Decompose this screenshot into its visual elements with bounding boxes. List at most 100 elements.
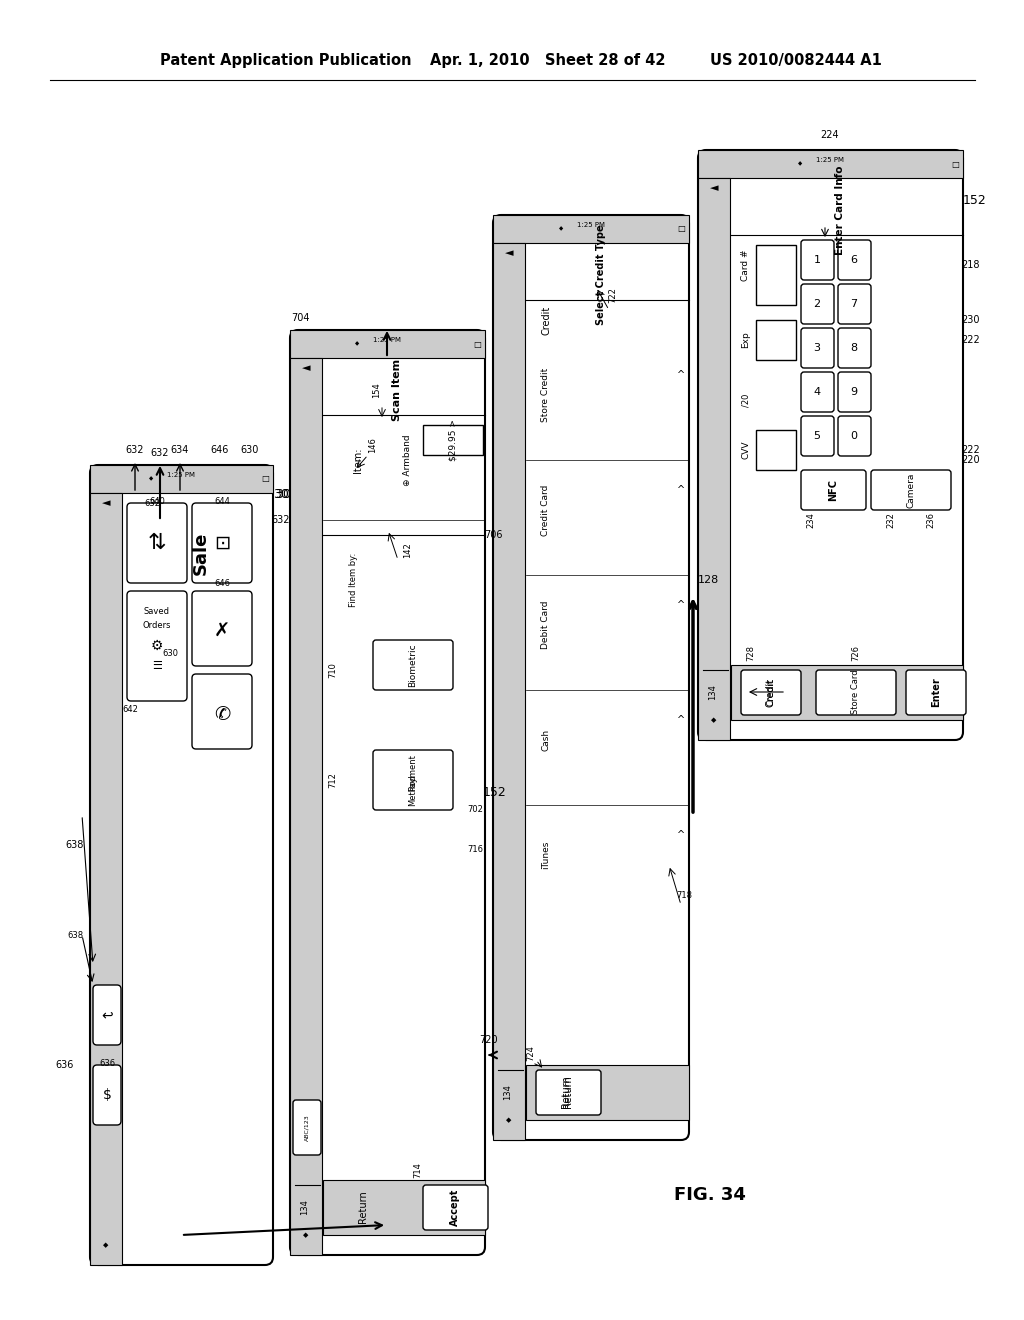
Text: ^: ^ <box>677 370 685 380</box>
FancyBboxPatch shape <box>906 671 966 715</box>
Text: □: □ <box>261 474 269 483</box>
Text: 230: 230 <box>962 315 980 325</box>
Text: ^: ^ <box>677 715 685 725</box>
FancyBboxPatch shape <box>373 750 453 810</box>
Text: ^: ^ <box>677 601 685 610</box>
Text: ⚙: ⚙ <box>151 639 163 653</box>
Text: 716: 716 <box>467 846 483 854</box>
Text: 146: 146 <box>369 437 378 453</box>
Text: □: □ <box>677 224 685 234</box>
Text: 224: 224 <box>820 129 840 140</box>
FancyBboxPatch shape <box>423 1185 488 1230</box>
Text: 232: 232 <box>887 512 896 528</box>
Text: 7: 7 <box>851 300 857 309</box>
Text: 634: 634 <box>171 445 189 455</box>
Text: 128: 128 <box>697 576 719 585</box>
Bar <box>323 1180 485 1236</box>
Text: ◄: ◄ <box>101 498 111 508</box>
Text: 222: 222 <box>962 445 980 455</box>
Text: 722: 722 <box>608 286 617 302</box>
Text: ◆: ◆ <box>148 477 154 482</box>
Text: 5: 5 <box>813 432 820 441</box>
Text: ◆: ◆ <box>303 1232 308 1238</box>
Text: 30: 30 <box>273 488 289 502</box>
Text: Patent Application Publication: Patent Application Publication <box>160 53 412 67</box>
Bar <box>756 246 796 305</box>
Text: 638: 638 <box>67 931 83 940</box>
Text: 640: 640 <box>150 496 165 506</box>
FancyBboxPatch shape <box>801 470 866 510</box>
Text: Credit Card: Credit Card <box>542 484 551 536</box>
Text: ☰: ☰ <box>152 661 162 671</box>
FancyBboxPatch shape <box>93 985 121 1045</box>
FancyBboxPatch shape <box>290 330 485 1255</box>
Text: Credit: Credit <box>767 678 775 706</box>
Text: ◆: ◆ <box>798 161 802 166</box>
FancyBboxPatch shape <box>741 671 801 715</box>
Text: 234: 234 <box>807 512 815 528</box>
Text: ◄: ◄ <box>505 248 513 257</box>
Text: Card #: Card # <box>741 249 751 281</box>
Bar <box>526 1065 689 1119</box>
Text: Find Item by:: Find Item by: <box>348 553 357 607</box>
Text: 638: 638 <box>66 840 84 850</box>
Text: ^: ^ <box>677 830 685 840</box>
Text: Return: Return <box>358 1191 368 1224</box>
FancyBboxPatch shape <box>801 327 834 368</box>
Bar <box>290 358 322 1255</box>
Text: Credit: Credit <box>766 677 776 706</box>
Text: NFC: NFC <box>828 479 838 502</box>
FancyBboxPatch shape <box>536 1071 601 1115</box>
Text: Enter Card Info: Enter Card Info <box>835 165 845 255</box>
Text: ^: ^ <box>677 484 685 495</box>
Text: Return: Return <box>561 1076 571 1109</box>
Text: /20: /20 <box>741 393 751 407</box>
Text: US 2010/0082444 A1: US 2010/0082444 A1 <box>710 53 882 67</box>
Text: 644: 644 <box>214 496 230 506</box>
Text: ◆: ◆ <box>506 1117 512 1123</box>
Text: 1:25 PM: 1:25 PM <box>373 337 401 343</box>
FancyBboxPatch shape <box>293 1100 321 1155</box>
FancyBboxPatch shape <box>871 470 951 510</box>
Text: 6: 6 <box>851 255 857 265</box>
FancyBboxPatch shape <box>816 671 896 715</box>
Text: Credit: Credit <box>541 305 551 335</box>
Text: ⊡: ⊡ <box>214 533 230 553</box>
FancyBboxPatch shape <box>838 284 871 323</box>
Text: Return: Return <box>563 1076 573 1109</box>
FancyBboxPatch shape <box>801 372 834 412</box>
Bar <box>290 330 485 358</box>
Text: 9: 9 <box>851 387 857 397</box>
Text: ◆: ◆ <box>712 717 717 723</box>
Text: $29.95 >: $29.95 > <box>449 418 458 461</box>
Text: $: $ <box>102 1088 112 1102</box>
FancyBboxPatch shape <box>93 1065 121 1125</box>
Text: 702: 702 <box>467 805 483 814</box>
Text: Store Card: Store Card <box>852 669 860 714</box>
Bar <box>698 150 963 178</box>
Text: Payment: Payment <box>409 755 418 792</box>
Text: Cash: Cash <box>542 729 551 751</box>
Text: 646: 646 <box>211 445 229 455</box>
Text: ◄: ◄ <box>302 363 310 374</box>
Text: Sale: Sale <box>193 532 210 574</box>
Text: 236: 236 <box>927 512 936 528</box>
Text: 154: 154 <box>373 381 382 397</box>
Text: Debit Card: Debit Card <box>542 601 551 649</box>
Text: 218: 218 <box>962 260 980 271</box>
Text: 704: 704 <box>291 313 309 323</box>
Text: 1:25 PM: 1:25 PM <box>816 157 844 162</box>
FancyBboxPatch shape <box>90 465 273 1265</box>
Text: Saved: Saved <box>144 606 170 615</box>
Text: Method: Method <box>409 775 418 805</box>
FancyBboxPatch shape <box>193 675 252 748</box>
Text: 706: 706 <box>483 531 502 540</box>
Bar <box>90 492 122 1265</box>
Bar <box>731 665 963 719</box>
Text: 630: 630 <box>241 445 259 455</box>
Text: 2: 2 <box>813 300 820 309</box>
Text: 642: 642 <box>122 705 138 714</box>
Text: 1: 1 <box>813 255 820 265</box>
Text: 632: 632 <box>151 447 169 458</box>
Text: ◆: ◆ <box>355 342 359 346</box>
